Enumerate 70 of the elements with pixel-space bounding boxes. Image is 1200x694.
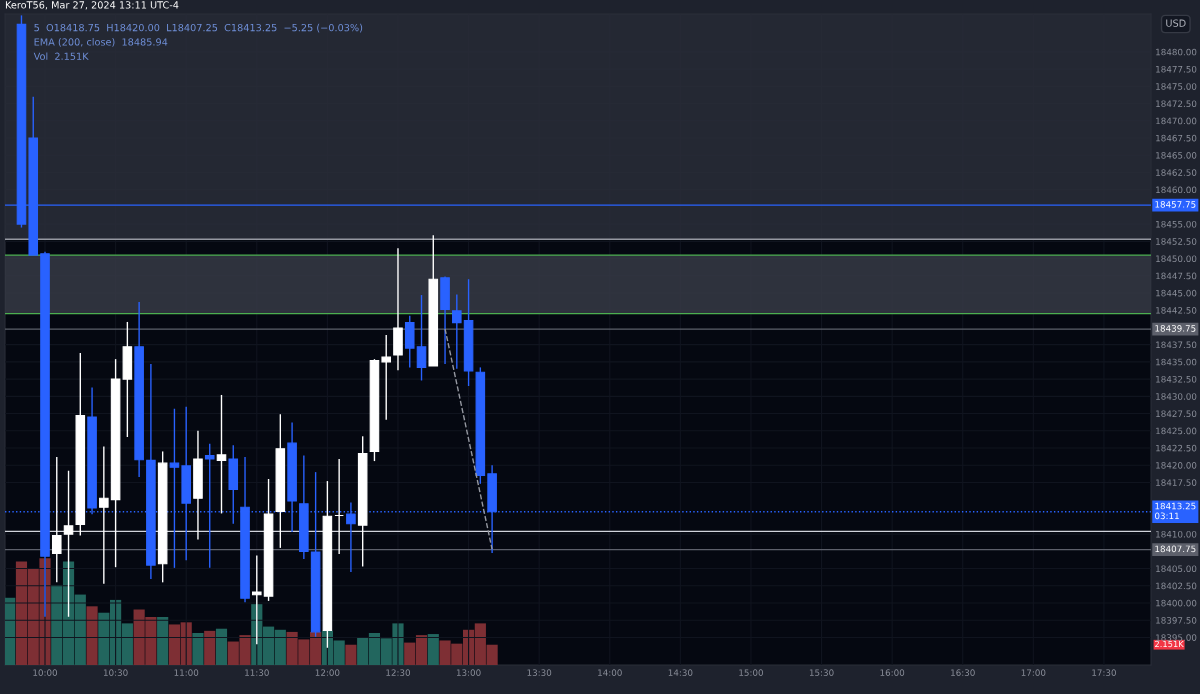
y-tick-label: 18430.00 bbox=[1156, 393, 1197, 400]
candlestick bbox=[99, 445, 109, 585]
x-tick-label: 14:00 bbox=[598, 669, 622, 676]
y-tick-label: 18420.00 bbox=[1156, 462, 1197, 469]
y-tick-label: 18397.50 bbox=[1156, 617, 1197, 624]
candlestick bbox=[216, 394, 227, 515]
x-tick-label: 11:30 bbox=[245, 669, 269, 676]
x-tick-label: 17:00 bbox=[1021, 669, 1046, 676]
x-tick-label: 15:30 bbox=[809, 669, 834, 676]
y-tick-label: 18410.00 bbox=[1156, 530, 1197, 538]
y-tick-label: 18442.50 bbox=[1156, 307, 1197, 314]
bar bbox=[157, 616, 169, 665]
x-tick-label: 15:00 bbox=[739, 669, 763, 676]
y-axis-title: USD bbox=[1166, 19, 1186, 27]
y-tick-label: 18422.50 bbox=[1156, 444, 1197, 452]
x-tick-label: 16:00 bbox=[880, 669, 905, 676]
x-tick-label: 11:00 bbox=[174, 669, 199, 676]
y-tick-label: 18405.00 bbox=[1156, 565, 1197, 572]
bar bbox=[204, 630, 216, 665]
x-tick-label: 17:30 bbox=[1092, 669, 1116, 676]
y-tick-label: 18435.00 bbox=[1156, 358, 1197, 366]
candlestick bbox=[452, 293, 462, 370]
bar bbox=[345, 644, 357, 665]
y-tick-label: 18452.50 bbox=[1156, 238, 1197, 245]
y-tick-label: 18480.00 bbox=[1156, 48, 1197, 56]
y-tick-label: 18460.00 bbox=[1156, 186, 1197, 194]
x-tick-label: 12:00 bbox=[315, 669, 340, 676]
y-tick-label: 18475.00 bbox=[1156, 83, 1197, 90]
ref-line-label: 18439.75 bbox=[1155, 325, 1196, 332]
y-tick-label: 18470.00 bbox=[1156, 117, 1197, 125]
x-tick-label: 12:30 bbox=[386, 669, 411, 676]
x-tick-label: 13:30 bbox=[527, 669, 552, 676]
x-tick-label: 10:30 bbox=[103, 669, 128, 676]
y-tick-label: 18395.00 bbox=[1156, 634, 1197, 641]
bar bbox=[86, 606, 98, 665]
x-tick-label: 10:00 bbox=[33, 669, 58, 676]
bar bbox=[5, 597, 16, 665]
y-tick-label: 18455.00 bbox=[1156, 220, 1197, 228]
y-tick-label: 18400.00 bbox=[1156, 599, 1197, 607]
y-tick-label: 18450.00 bbox=[1156, 255, 1197, 262]
bar bbox=[192, 632, 204, 665]
y-tick-label: 18472.50 bbox=[1156, 100, 1197, 107]
y-tick-label: 18425.00 bbox=[1156, 427, 1197, 435]
y-tick-label: 18402.50 bbox=[1156, 582, 1197, 590]
y-tick-label: 18445.00 bbox=[1156, 289, 1197, 297]
bar bbox=[215, 628, 228, 665]
y-tick-label: 18462.50 bbox=[1156, 169, 1197, 176]
candlestick bbox=[416, 294, 427, 382]
candlestick bbox=[51, 456, 62, 584]
y-tick-label: 18432.50 bbox=[1156, 375, 1197, 383]
text: 2.151K bbox=[1155, 640, 1184, 648]
annotation: EMA (200, close) 18485.94 bbox=[34, 38, 168, 47]
y-tick-label: 18467.50 bbox=[1156, 134, 1197, 142]
y-tick-label: 18477.50 bbox=[1156, 65, 1197, 73]
y-tick-label: 18447.50 bbox=[1156, 272, 1197, 280]
y-tick-label: 18465.00 bbox=[1156, 152, 1197, 159]
annotation: Vol 2.151K bbox=[33, 52, 89, 60]
candlestick bbox=[381, 334, 392, 421]
bar bbox=[427, 634, 439, 665]
annotation: 5 O18418.75 H18420.00 L18407.25 C18413.25 −5.25 (−0.03%) bbox=[34, 23, 363, 33]
x-tick-label: 13:00 bbox=[456, 669, 481, 676]
y-tick-label: 18427.50 bbox=[1156, 410, 1197, 417]
chart-title: KeroT56, Mar 27, 2024 13:11 UTC-4 bbox=[5, 1, 179, 10]
x-tick-label: 14:30 bbox=[668, 669, 693, 676]
x-tick-label: 16:30 bbox=[951, 669, 975, 676]
y-tick-label: 18417.50 bbox=[1156, 479, 1197, 486]
ref-line-label: 18457.75 bbox=[1155, 201, 1196, 208]
y-tick-label: 18437.50 bbox=[1156, 341, 1197, 349]
ref-line-label: 18413.25 03:11 bbox=[1155, 502, 1196, 520]
ref-line-label: 18407.75 bbox=[1155, 545, 1196, 553]
